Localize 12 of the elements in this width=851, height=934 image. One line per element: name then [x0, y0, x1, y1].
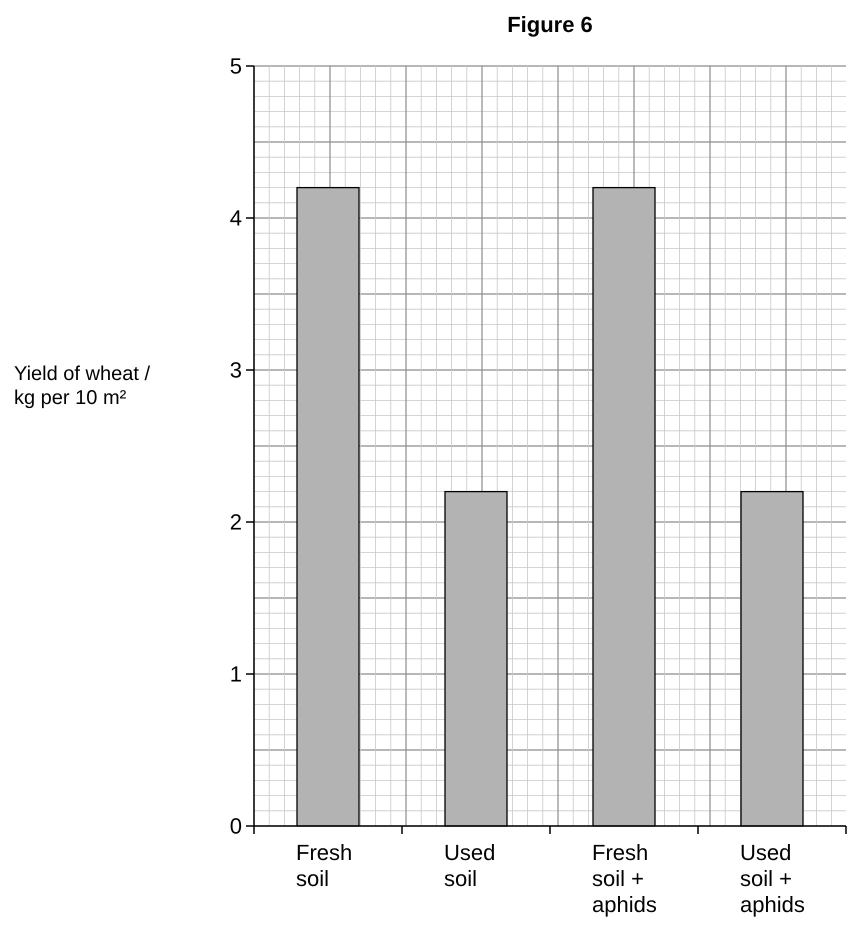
- y-axis-title: Yield of wheat / kg per 10 m²: [14, 363, 150, 409]
- y-tick-label: 3: [230, 358, 242, 383]
- y-tick-label: 4: [230, 206, 242, 231]
- x-tick-label: Used soil: [444, 840, 496, 891]
- y-tick-label: 0: [230, 814, 242, 839]
- y-tick-label: 5: [230, 54, 242, 79]
- y-tick-label: 2: [230, 510, 242, 535]
- x-tick-label: Fresh soil: [296, 840, 352, 891]
- chart-title: Figure 6: [507, 12, 593, 37]
- y-tick-label: 1: [230, 662, 242, 687]
- x-tick-label: Used soil + aphids: [740, 840, 805, 917]
- x-tick-label: Fresh soil + aphids: [592, 840, 657, 917]
